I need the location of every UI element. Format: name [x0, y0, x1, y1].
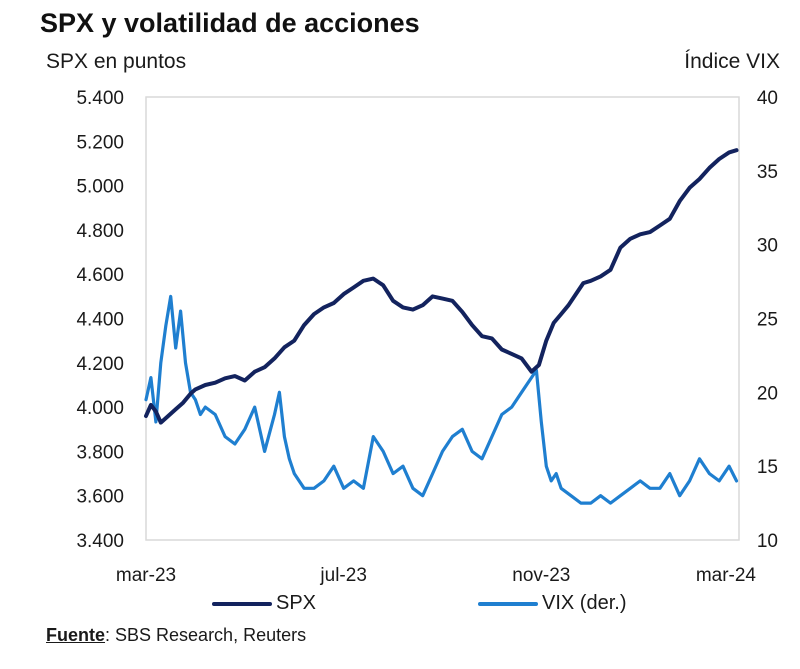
y-tick-label: 3.400	[76, 531, 124, 552]
y-tick-label: 4.000	[76, 398, 124, 419]
vix-line	[144, 294, 739, 505]
left-axis-title: SPX en puntos	[46, 50, 187, 73]
y2-tick-label: 10	[757, 531, 778, 552]
source-text: : SBS Research, Reuters	[105, 625, 307, 645]
y2-tick-label: 25	[757, 310, 778, 331]
left-axis: 3.400 3.600 3.800 4.000 4.200 4.400 4.600 4.800…	[76, 88, 124, 552]
x-tick-label: jul-23	[319, 565, 366, 586]
source-label: Fuente	[46, 625, 106, 645]
y-tick-label: 4.200	[76, 354, 124, 375]
legend-swatch-vix	[478, 601, 538, 606]
x-tick-label: nov-23	[512, 565, 570, 586]
y-tick-label: 5.200	[76, 132, 124, 153]
legend-item-vix: VIX (der.)	[478, 592, 626, 615]
legend: SPX VIX (der.)	[0, 592, 800, 618]
y-tick-label: 3.600	[76, 487, 124, 508]
y-tick-label: 5.000	[76, 177, 124, 198]
x-tick-label: mar-23	[116, 565, 176, 586]
spx-line	[144, 148, 739, 425]
y-tick-label: 4.400	[76, 310, 124, 331]
x-tick-label: mar-24	[696, 565, 757, 586]
y2-tick-label: 30	[757, 236, 778, 257]
y2-tick-label: 40	[757, 88, 778, 109]
y-tick-label: 3.800	[76, 442, 124, 463]
source-note: Fuente: SBS Research, Reuters	[46, 625, 306, 646]
y-tick-label: 5.400	[76, 88, 124, 109]
y2-tick-label: 20	[757, 383, 778, 404]
right-axis-title: Índice VIX	[684, 50, 780, 73]
y-tick-label: 4.800	[76, 221, 124, 242]
legend-label-spx: SPX	[276, 592, 317, 614]
right-axis: 10 15 20 25 30 35 40	[757, 88, 778, 552]
y2-tick-label: 35	[757, 162, 778, 183]
chart-title: SPX y volatilidad de acciones	[40, 8, 420, 38]
series-layer	[144, 148, 739, 505]
legend-item-spx: SPX	[212, 592, 316, 615]
y-tick-label: 4.600	[76, 265, 124, 286]
legend-label-vix: VIX (der.)	[542, 592, 627, 614]
y2-tick-label: 15	[757, 457, 778, 478]
plot-frame	[145, 96, 740, 541]
x-axis: mar-23 jul-23 nov-23 mar-24	[116, 565, 757, 586]
legend-swatch-spx	[212, 601, 272, 606]
